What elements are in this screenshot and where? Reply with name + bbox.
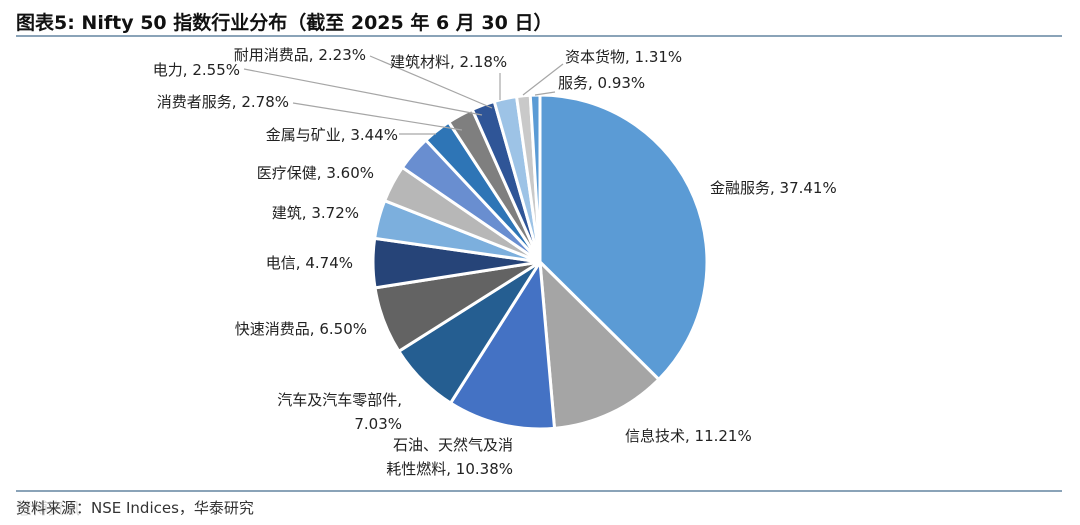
slice-label-13: 建筑材料, 2.18% xyxy=(390,53,507,71)
figure-header: 图表5: Nifty 50 指数行业分布（截至 2025 年 6 月 30 日） xyxy=(16,4,1064,36)
slice-label-line: 信息技术, 11.21% xyxy=(625,427,752,445)
slice-label-2: 信息技术, 11.21% xyxy=(625,427,752,445)
pie-slice-2 xyxy=(538,258,661,430)
slice-label-8: 医疗保健, 3.60% xyxy=(257,164,374,182)
slice-label-line: 石油、天然气及消 xyxy=(393,436,513,454)
slice-label-9: 金属与矿业, 3.44% xyxy=(266,126,398,144)
slice-label-line: 医疗保健, 3.60% xyxy=(257,164,374,182)
slice-label-11: 电力, 2.55% xyxy=(153,61,240,79)
leader-line-14 xyxy=(522,63,564,96)
slice-label-line: 耗性燃料, 10.38% xyxy=(386,460,513,478)
slice-label-7: 建筑, 3.72% xyxy=(272,204,359,222)
leader-line-11 xyxy=(243,68,483,116)
slice-label-15: 服务, 0.93% xyxy=(558,74,645,92)
slice-label-line: 资本货物, 1.31% xyxy=(565,48,682,66)
slice-label-line: 汽车及汽车零部件, xyxy=(277,391,402,409)
slice-label-14: 资本货物, 1.31% xyxy=(565,48,682,66)
slice-label-line: 消费者服务, 2.78% xyxy=(157,93,289,111)
slice-label-line: 快速消费品, 6.50% xyxy=(235,320,367,338)
leader-lines xyxy=(243,55,564,135)
pie-slice-3 xyxy=(448,257,557,431)
slice-label-line: 建筑材料, 2.18% xyxy=(390,53,507,71)
slice-label-1: 金融服务, 37.41% xyxy=(710,179,837,197)
figure-title: 图表5: Nifty 50 指数行业分布（截至 2025 年 6 月 30 日） xyxy=(16,12,553,34)
source-note: 资料来源：NSE Indices，华泰研究 xyxy=(16,499,254,517)
leader-line-12 xyxy=(369,55,493,109)
slice-label-3: 石油、天然气及消耗性燃料, 10.38% xyxy=(386,436,513,478)
slice-label-5: 快速消费品, 6.50% xyxy=(235,320,367,338)
slice-label-line: 电力, 2.55% xyxy=(153,61,240,79)
slice-label-6: 电信, 4.74% xyxy=(266,254,353,272)
watermark-logo: 慧博资讯 xyxy=(16,499,81,518)
slice-label-line: 电信, 4.74% xyxy=(266,254,353,272)
slice-label-line: 服务, 0.93% xyxy=(558,74,645,92)
top-divider xyxy=(16,35,1062,37)
bottom-divider xyxy=(16,490,1062,492)
slice-label-line: 金融服务, 37.41% xyxy=(710,179,837,197)
slice-label-line: 耐用消费品, 2.23% xyxy=(234,46,366,64)
pie-slices xyxy=(371,93,709,431)
pie-chart: 金融服务, 37.41% 信息技术, 11.21% 石油、天然气及消耗性燃料, 10… xyxy=(153,46,837,478)
slice-label-10: 消费者服务, 2.78% xyxy=(157,93,289,111)
leader-line-10 xyxy=(292,102,463,131)
slice-label-12: 耐用消费品, 2.23% xyxy=(234,46,366,64)
slice-label-line: 金属与矿业, 3.44% xyxy=(266,126,398,144)
slice-label-line: 7.03% xyxy=(354,415,402,433)
slice-label-4: 汽车及汽车零部件, 7.03% xyxy=(277,391,402,433)
pie-slice-1 xyxy=(538,93,709,382)
leader-line-15 xyxy=(534,91,556,96)
slice-labels: 金融服务, 37.41% 信息技术, 11.21% 石油、天然气及消耗性燃料, 10… xyxy=(153,46,837,478)
slice-label-line: 建筑, 3.72% xyxy=(272,204,359,222)
